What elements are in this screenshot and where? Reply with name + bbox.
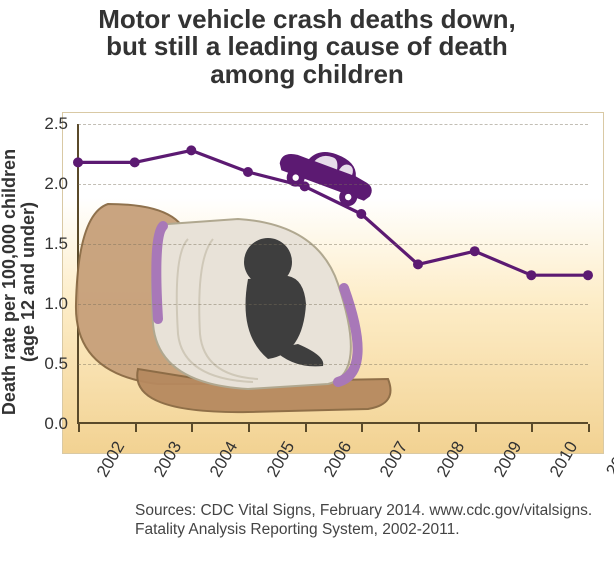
gridline [78, 124, 588, 125]
xtick-mark [418, 424, 420, 432]
xtick-mark [191, 424, 193, 432]
chart-title: Motor vehicle crash deaths down,but stil… [0, 6, 614, 88]
source-line2: Fatality Analysis Reporting System, 2002… [135, 521, 460, 538]
gridline [78, 244, 588, 245]
gridline [78, 304, 588, 305]
source-line1: Sources: CDC Vital Signs, February 2014.… [135, 502, 592, 519]
ytick-label: 0.5 [20, 354, 68, 374]
chart-panel: 0.00.51.01.52.02.52002200320042005200620… [62, 112, 602, 452]
gridline [78, 184, 588, 185]
xtick-mark [361, 424, 363, 432]
source-text: Sources: CDC Vital Signs, February 2014.… [135, 502, 605, 539]
ytick-label: 0.0 [20, 414, 68, 434]
xtick-label: 2011 [602, 438, 614, 480]
ytick-label: 2.5 [20, 114, 68, 134]
ylabel-line1: Death rate per 100,000 children [0, 149, 19, 415]
ytick-label: 1.0 [20, 294, 68, 314]
plot-area: 0.00.51.01.52.02.52002200320042005200620… [78, 124, 588, 424]
xtick-mark [78, 424, 80, 432]
xtick-mark [531, 424, 533, 432]
xtick-mark [588, 424, 590, 432]
xtick-mark [248, 424, 250, 432]
ylabel-line2: (age 12 and under) [18, 202, 38, 362]
title-text: Motor vehicle crash deaths down,but stil… [98, 4, 516, 89]
gridline [78, 364, 588, 365]
xtick-mark [475, 424, 477, 432]
infographic-root: Motor vehicle crash deaths down,but stil… [0, 0, 614, 564]
xtick-mark [135, 424, 137, 432]
ytick-label: 1.5 [20, 234, 68, 254]
xtick-mark [305, 424, 307, 432]
y-axis-label: Death rate per 100,000 children (age 12 … [0, 112, 38, 452]
ytick-label: 2.0 [20, 174, 68, 194]
line-series [78, 124, 588, 424]
